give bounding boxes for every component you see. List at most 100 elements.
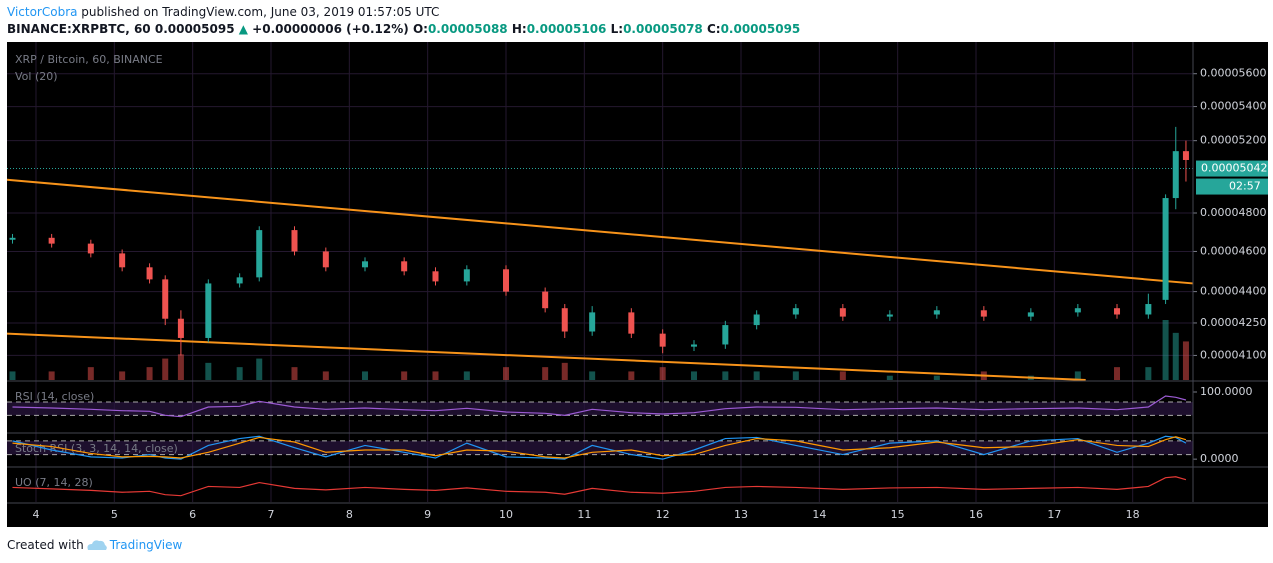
candle-body [146,267,153,280]
volume-bar [9,371,16,380]
pane-title: RSI (14, close) [15,390,94,403]
candle-body [9,237,16,240]
candle-body [1182,151,1189,160]
symbol: BINANCE:XRPBTC, 60 [7,22,151,36]
y-tick-label: 100.0000 [1200,385,1253,398]
pane-title: Stoch RSI (3, 3, 14, 14, close) [15,442,178,455]
candle-body [722,325,729,345]
pane-title: XRP / Bitcoin, 60, BINANCE [15,53,163,66]
price: 0.00005095 [154,22,235,36]
candle-body [659,333,666,347]
y-tick-label: 0.00005200 [1200,134,1266,147]
indicator-line [12,436,1187,459]
volume-bar [561,362,568,380]
last-price-box [1196,160,1268,177]
volume-bar [322,371,329,380]
indicator-line [12,395,1187,418]
brand[interactable]: TradingView [109,538,183,552]
candle-body [792,308,799,315]
x-tick-label: 9 [424,508,431,521]
volume-bar [753,371,760,380]
volume-bar [1172,332,1179,380]
x-tick-label: 16 [969,508,983,521]
last-price-label: 0.00005042 [1201,162,1267,175]
volume-bar [839,371,846,380]
candle-body [561,308,568,332]
candle-body [542,291,549,309]
volume-bar [463,371,470,380]
volume-bar [146,367,153,380]
candle-body [589,312,596,332]
volume-bar [1145,367,1152,380]
candle-body [1172,151,1179,199]
candle-body [322,251,329,268]
candle-body [1145,304,1152,315]
candle-body [628,312,635,334]
volume-bar [48,371,55,380]
volume-bar [205,362,212,380]
y-tick-label: 0.00005600 [1200,67,1266,80]
candle-body [119,253,126,268]
candle-body [401,261,408,272]
high: 0.00005106 [526,22,607,36]
candle-body [432,271,439,282]
pane-title: UO (7, 14, 28) [15,476,93,489]
x-tick-label: 6 [189,508,196,521]
candle-body [839,308,846,317]
candle-body [162,279,169,319]
x-tick-label: 14 [812,508,826,521]
y-tick-label: 0.00004250 [1200,316,1266,329]
candle-body [933,310,940,315]
candle-body [87,243,94,254]
volume-bar [236,367,243,380]
candle-body [236,277,243,284]
arrow: ▲ [238,22,248,36]
low: 0.00005078 [623,22,703,36]
candle-body [753,314,760,326]
volume-bar [589,371,596,380]
indicator-line [12,476,1187,497]
trendline [6,332,1086,381]
volume-bar [291,367,298,380]
y-tick-label: 0.00005400 [1200,100,1266,113]
volume-bar [177,354,184,380]
volume-bar [87,367,94,380]
y-tick-label: 0.00004100 [1200,348,1266,361]
countdown-box [1196,178,1268,195]
candle-body [291,230,298,252]
volume-bar [691,371,698,380]
o-label: O: [412,22,428,36]
published: published on TradingView.com, June 03, 2… [77,5,440,19]
indicator-line [12,435,1187,460]
x-tick-label: 11 [577,508,591,521]
candle-body [1162,198,1169,300]
x-tick-label: 17 [1047,508,1061,521]
candle-body [463,269,470,282]
volume-bar [1114,367,1121,380]
c-label: C: [706,22,721,36]
candle-body [1074,308,1081,313]
volume-bar [361,371,368,380]
author[interactable]: VictorCobra [7,5,78,19]
publish-line: VictorCobra published on TradingView.com… [7,5,439,19]
band-fill [7,402,1193,416]
candle-body [177,318,184,338]
y-tick-label: 0.00004400 [1200,285,1266,298]
volume-bar [162,358,169,380]
h-label: H: [511,22,527,36]
close: 0.00005095 [720,22,801,36]
trendline [6,178,1194,285]
volume-bar [432,371,439,380]
symbol-line: BINANCE:XRPBTC, 60 0.00005095 ▲ +0.00000… [7,22,800,36]
x-tick-label: 7 [267,508,274,521]
footer: Created with TradingView [7,538,182,552]
candle-body [886,314,893,317]
volume-bar [1182,341,1189,380]
volume-bar [1162,320,1169,380]
candle-body [691,344,698,347]
volume-bar [792,371,799,380]
volume-bar [886,375,893,380]
volume-bar [119,371,126,380]
volume-bar [628,371,635,380]
